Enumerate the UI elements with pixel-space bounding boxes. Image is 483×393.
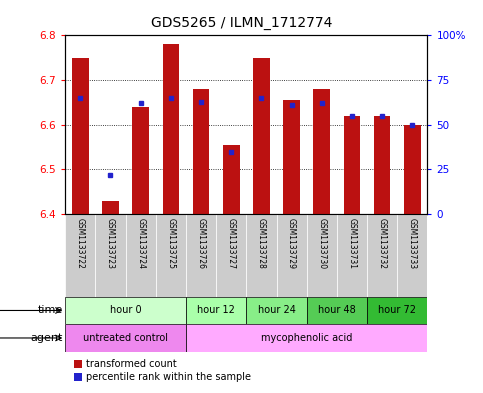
Text: GSM1133732: GSM1133732 <box>378 219 387 269</box>
Bar <box>132 107 149 214</box>
Bar <box>284 100 300 214</box>
Bar <box>186 297 246 324</box>
Bar <box>253 58 270 214</box>
Text: GSM1133733: GSM1133733 <box>408 219 417 270</box>
Text: GSM1133726: GSM1133726 <box>197 219 206 269</box>
Text: GSM1133727: GSM1133727 <box>227 219 236 269</box>
Bar <box>186 214 216 297</box>
Bar <box>126 214 156 297</box>
Text: GSM1133723: GSM1133723 <box>106 219 115 269</box>
Bar <box>367 214 397 297</box>
Text: hour 24: hour 24 <box>257 305 296 316</box>
Bar <box>397 214 427 297</box>
Bar <box>367 297 427 324</box>
Bar <box>344 116 360 214</box>
Text: mycophenolic acid: mycophenolic acid <box>261 333 353 343</box>
Bar <box>404 125 421 214</box>
Bar <box>163 44 179 214</box>
Bar <box>65 214 96 297</box>
Bar <box>186 324 427 352</box>
Text: GSM1133730: GSM1133730 <box>317 219 327 270</box>
Bar <box>374 116 390 214</box>
Text: hour 72: hour 72 <box>378 305 416 316</box>
Text: GSM1133728: GSM1133728 <box>257 219 266 269</box>
Bar <box>96 214 126 297</box>
Text: agent: agent <box>30 333 63 343</box>
Bar <box>102 201 119 214</box>
Bar <box>276 214 307 297</box>
Bar <box>156 214 186 297</box>
Bar <box>65 324 186 352</box>
Text: hour 12: hour 12 <box>197 305 235 316</box>
Text: GSM1133725: GSM1133725 <box>166 219 175 269</box>
Bar <box>216 214 246 297</box>
Bar <box>246 297 307 324</box>
Text: GSM1133729: GSM1133729 <box>287 219 296 269</box>
Text: GSM1133731: GSM1133731 <box>347 219 356 269</box>
Text: untreated control: untreated control <box>83 333 168 343</box>
Bar <box>313 89 330 214</box>
Bar <box>72 58 88 214</box>
Text: GSM1133722: GSM1133722 <box>76 219 85 269</box>
Bar <box>65 297 186 324</box>
Text: hour 48: hour 48 <box>318 305 356 316</box>
Text: time: time <box>38 305 63 316</box>
Text: hour 0: hour 0 <box>110 305 142 316</box>
Bar <box>307 297 367 324</box>
Bar <box>223 145 240 214</box>
Legend: transformed count, percentile rank within the sample: transformed count, percentile rank withi… <box>70 356 255 386</box>
Text: GSM1133724: GSM1133724 <box>136 219 145 269</box>
Bar <box>307 214 337 297</box>
Bar <box>193 89 209 214</box>
Bar <box>337 214 367 297</box>
Text: GDS5265 / ILMN_1712774: GDS5265 / ILMN_1712774 <box>151 16 332 30</box>
Bar <box>246 214 276 297</box>
